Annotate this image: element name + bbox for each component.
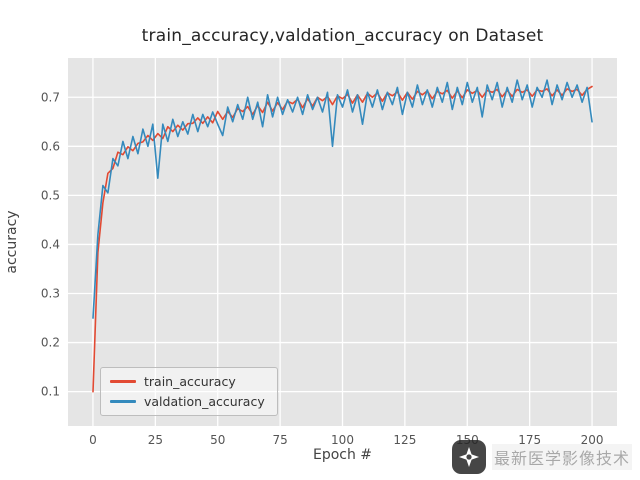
x-tick-label: 200	[581, 433, 604, 447]
x-tick-label: 100	[331, 433, 354, 447]
y-tick-label: 0.1	[41, 385, 60, 399]
watermark: 最新医学影像技术	[451, 440, 632, 474]
validation-line-swatch	[110, 400, 136, 403]
y-axis-label: accuracy	[4, 210, 20, 274]
y-tick-label: 0.7	[41, 90, 60, 104]
legend-label-validation: valdation_accuracy	[144, 394, 265, 409]
train-line-swatch	[110, 380, 136, 383]
x-tick-label: 125	[393, 433, 416, 447]
legend-item-train: train_accuracy	[110, 374, 265, 389]
x-tick-label: 25	[148, 433, 163, 447]
legend-label-train: train_accuracy	[144, 374, 236, 389]
y-tick-label: 0.5	[41, 188, 60, 202]
watermark-text: 最新医学影像技术	[491, 444, 632, 470]
legend-item-validation: valdation_accuracy	[110, 394, 265, 409]
x-tick-label: 0	[89, 433, 97, 447]
validation-accuracy-line	[92, 79, 593, 319]
legend: train_accuracy valdation_accuracy	[100, 367, 278, 416]
x-tick-label: 175	[518, 433, 541, 447]
y-tick-label: 0.6	[41, 139, 60, 153]
y-tick-label: 0.2	[41, 336, 60, 350]
x-axis-label: Epoch #	[312, 447, 373, 463]
x-tick-label: 50	[210, 433, 225, 447]
y-tick-label: 0.3	[41, 287, 60, 301]
x-tick-label: 75	[272, 433, 287, 447]
y-tick-label: 0.4	[41, 237, 60, 251]
seal-logo-icon	[451, 440, 486, 474]
chart-title: train_accuracy,valdation_accuracy on Dat…	[141, 26, 544, 46]
